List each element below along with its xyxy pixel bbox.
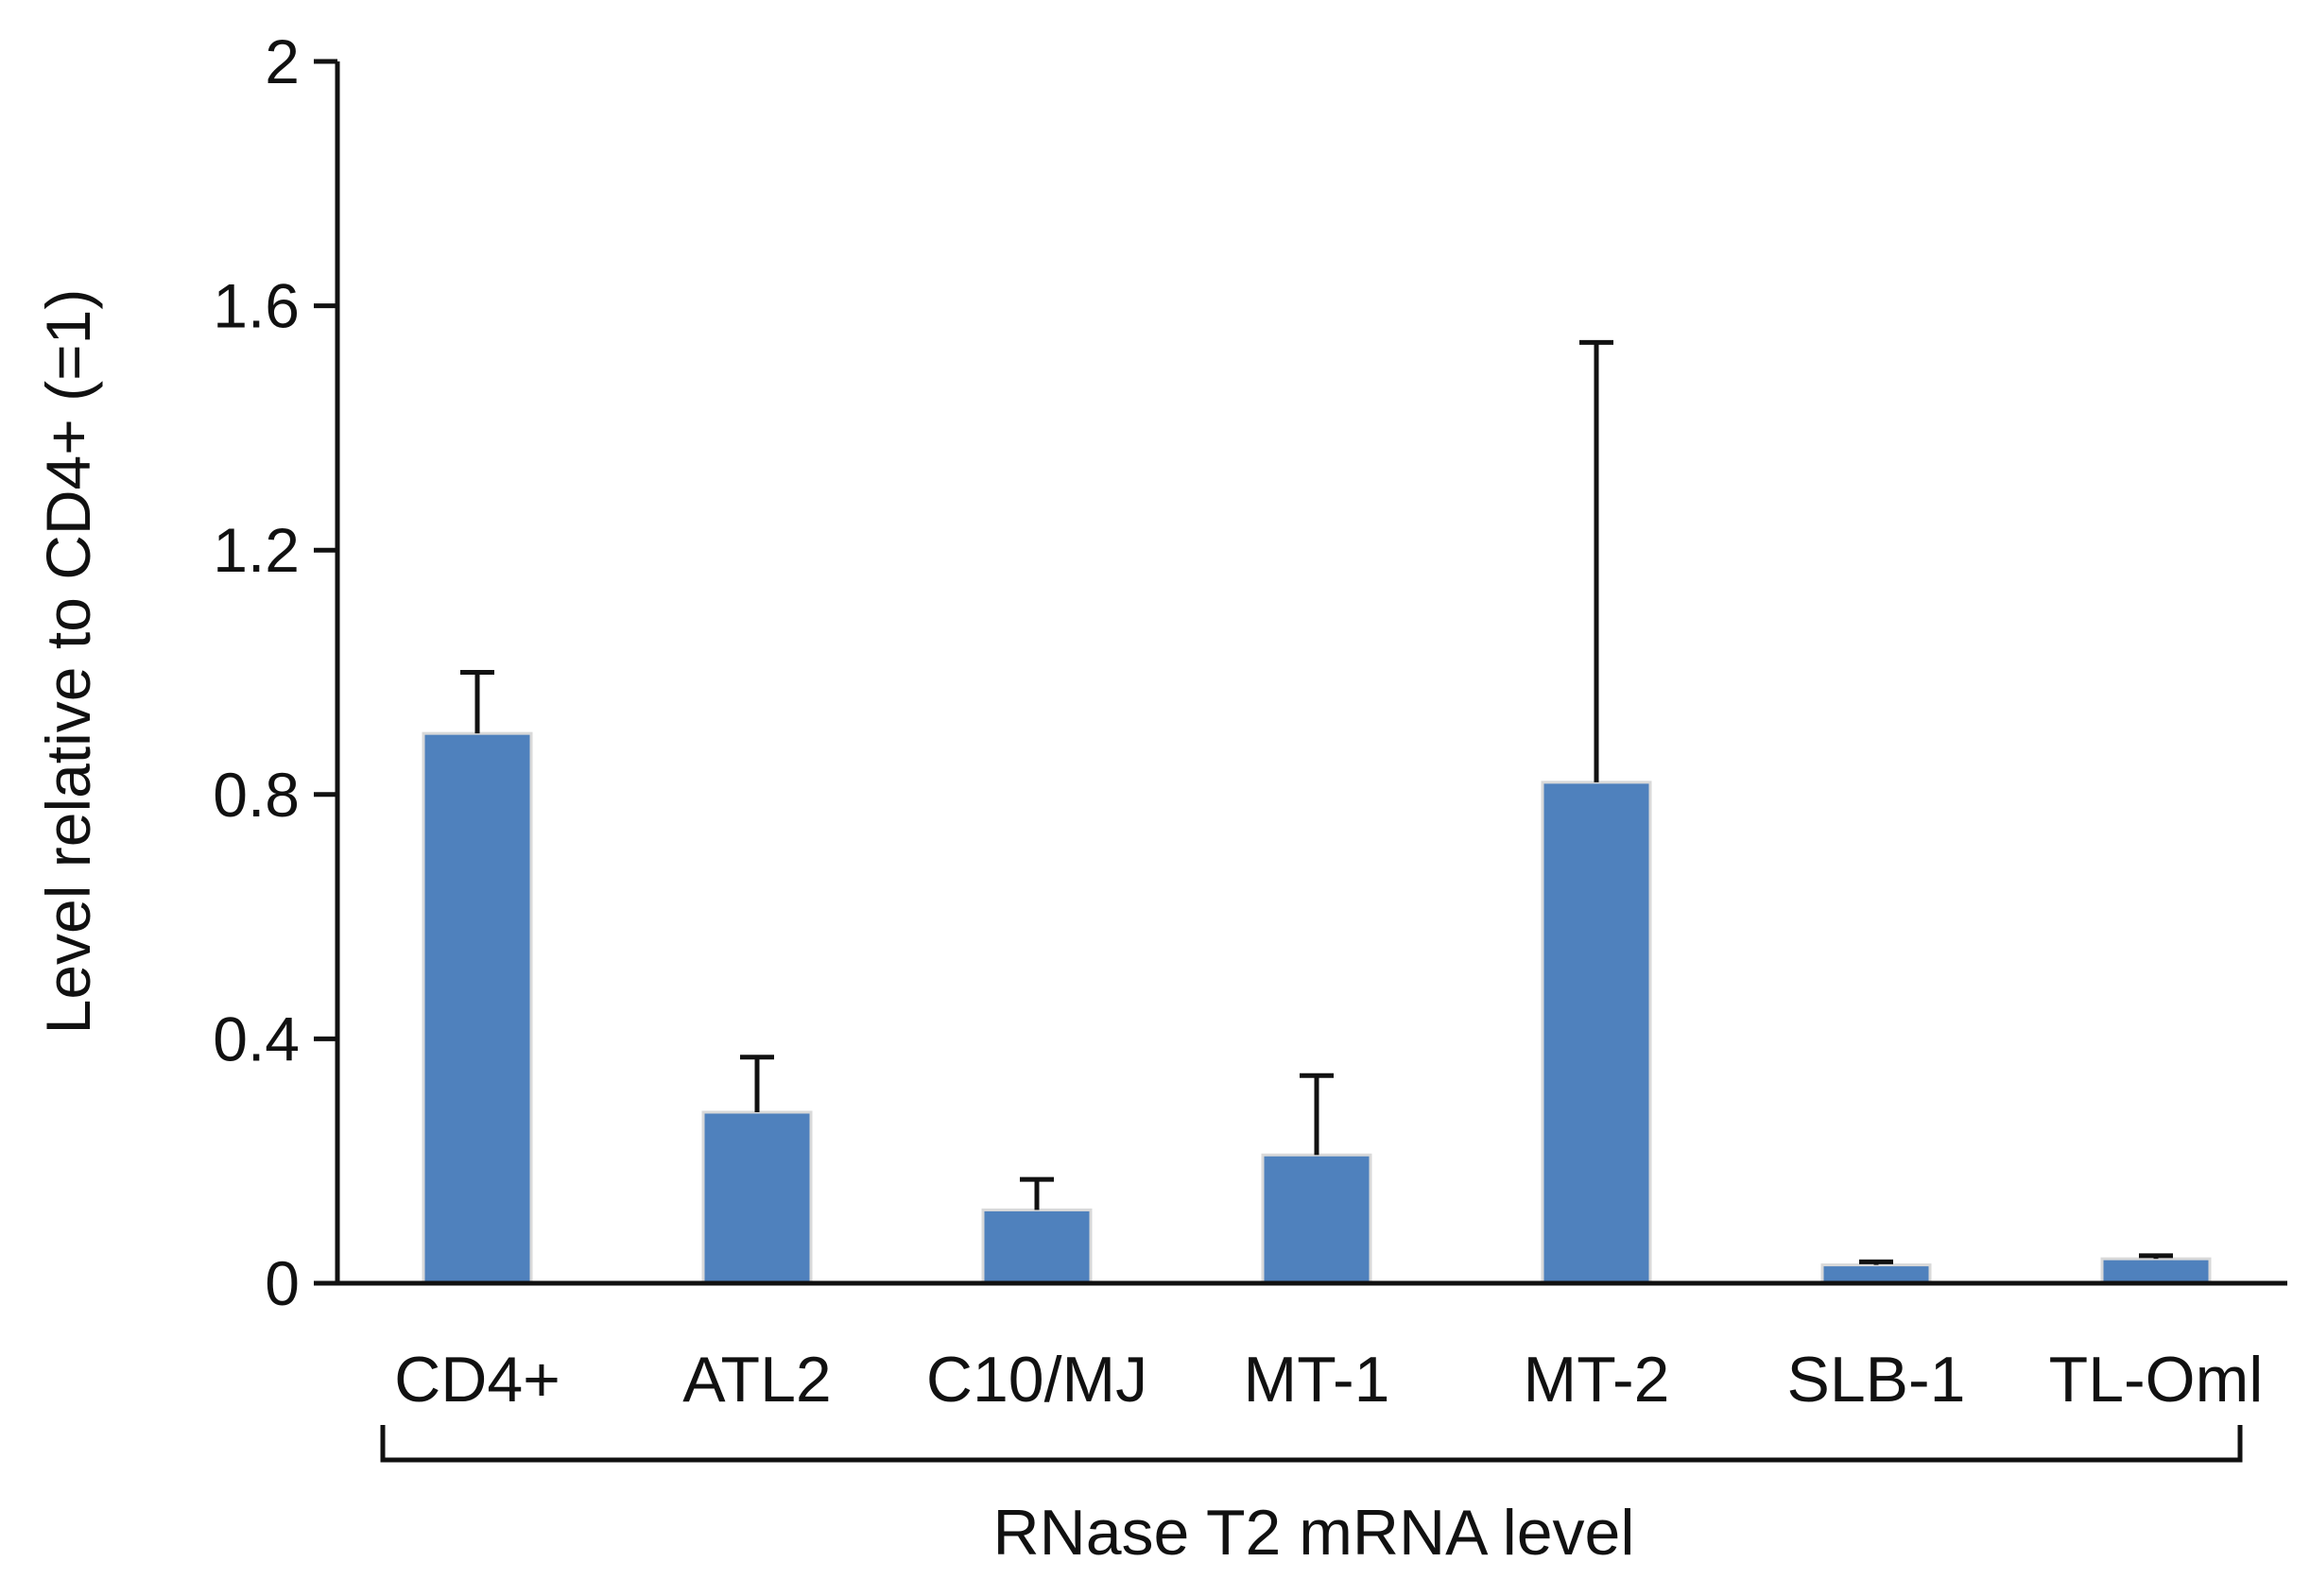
bar — [2100, 1257, 2212, 1285]
error-bar — [1020, 1176, 1054, 1210]
error-bars — [460, 339, 2173, 1265]
bar — [422, 731, 533, 1285]
bars — [422, 731, 2212, 1285]
y-tick-label: 0.8 — [213, 760, 300, 830]
x-tick-label: MT-1 — [1244, 1344, 1390, 1416]
y-tick-label: 1.6 — [213, 271, 300, 341]
y-axis-ticks: 0 0.4 0.8 1.2 1.6 2 — [213, 26, 337, 1318]
y-tick-label: 0.4 — [213, 1004, 300, 1073]
x-axis-title: RNase T2 mRNA level — [993, 1497, 1635, 1569]
y-axis-title: Level relative to CD4+ (=1) — [33, 289, 103, 1035]
group-bracket — [380, 1425, 2243, 1463]
x-tick-label: C10/MJ — [926, 1344, 1147, 1416]
y-tick-label: 0 — [265, 1248, 300, 1318]
error-bar — [2139, 1253, 2173, 1260]
error-bar — [740, 1055, 774, 1112]
x-tick-label: MT-2 — [1524, 1344, 1670, 1416]
bar — [1820, 1263, 1932, 1285]
bar — [981, 1208, 1093, 1285]
x-tick-label: SLB-1 — [1787, 1344, 1966, 1416]
x-tick-label: TL-Oml — [2049, 1344, 2264, 1416]
bar — [1261, 1153, 1372, 1285]
bar — [1541, 781, 1652, 1285]
error-bar — [460, 670, 494, 734]
error-bar — [1859, 1259, 1893, 1265]
x-tick-label: ATL2 — [682, 1344, 831, 1416]
category-labels: CD4+ ATL2 C10/MJ MT-1 MT-2 SLB-1 TL-Oml — [394, 1344, 2263, 1416]
bar — [701, 1110, 813, 1285]
y-tick-label: 2 — [265, 26, 300, 96]
error-bar — [1300, 1073, 1334, 1156]
error-bar — [1579, 339, 1613, 782]
x-tick-label: CD4+ — [394, 1344, 560, 1416]
y-tick-label: 1.2 — [213, 515, 300, 585]
